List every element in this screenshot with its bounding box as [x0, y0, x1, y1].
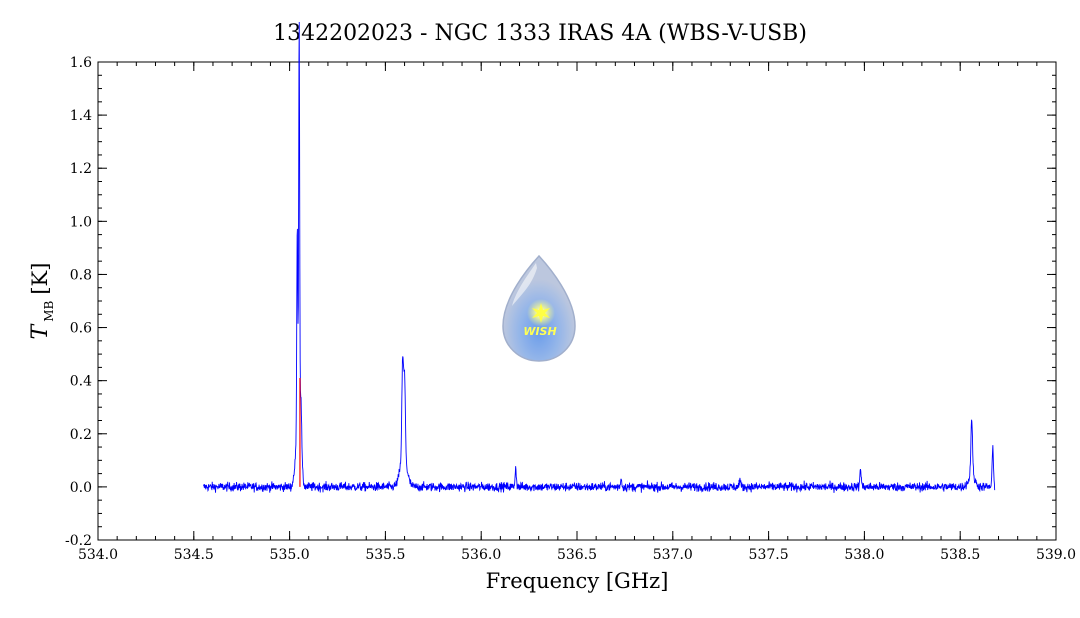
y-tick-label: 1.4	[70, 108, 92, 124]
y-axis-label-unit: [K]	[28, 263, 52, 295]
wish-drop-highlight-icon	[512, 263, 537, 306]
series-line-0	[202, 21, 996, 493]
y-tick-label: 1.6	[70, 55, 92, 71]
y-tick-label: 0.2	[70, 427, 92, 443]
x-tick-label: 537.5	[749, 547, 789, 563]
x-tick-label: 535.5	[365, 547, 405, 563]
wish-logo: WISH	[502, 254, 576, 362]
y-tick-label: 0.6	[70, 321, 92, 337]
wish-star-icon	[532, 303, 550, 323]
x-tick-label: 536.0	[461, 547, 501, 563]
x-tick-label: 534.5	[174, 547, 214, 563]
y-tick-label: 0.8	[70, 267, 92, 283]
y-axis-label-main: T	[28, 322, 53, 339]
x-tick-label: 539.0	[1036, 547, 1076, 563]
tick-labels: 534.0 534.5 535.0 535.5 536.0 536.5 537.0 537.5…	[65, 55, 1076, 563]
y-axis-label: TMB [K]	[28, 263, 56, 340]
y-tick-label: 1.0	[70, 214, 92, 230]
series-group	[202, 21, 996, 493]
y-tick-label: 1.2	[70, 161, 92, 177]
wish-logo-text: WISH	[523, 325, 556, 338]
x-tick-label: 536.5	[557, 547, 597, 563]
plot-area: 534.0 534.5 535.0 535.5 536.0 536.5 537.0 537.5…	[65, 21, 1076, 563]
x-tick-label: 538.5	[940, 547, 980, 563]
axis-ticks	[97, 61, 1057, 541]
plot-frame	[97, 61, 1057, 541]
x-axis-label: Frequency [GHz]	[486, 569, 669, 593]
x-tick-label: 537.0	[653, 547, 693, 563]
y-axis-label-sub: MB	[42, 300, 56, 321]
x-tick-label: 538.0	[844, 547, 884, 563]
x-tick-label: 534.0	[78, 547, 118, 563]
x-tick-label: 535.0	[270, 547, 310, 563]
chart-title: 1342202023 - NGC 1333 IRAS 4A (WBS-V-USB…	[273, 21, 807, 46]
y-tick-label: 0.0	[70, 480, 92, 496]
y-tick-label: 0.4	[70, 374, 92, 390]
y-tick-label: -0.2	[65, 533, 92, 549]
